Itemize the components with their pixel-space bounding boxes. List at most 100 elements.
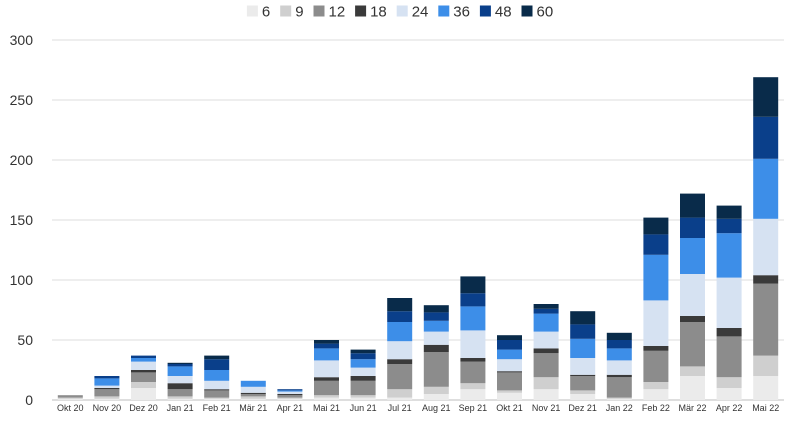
bar-segment-18: [314, 377, 339, 381]
bar-segment-24: [716, 277, 742, 328]
legend-swatch: [438, 5, 450, 17]
y-tick-label: 250: [10, 92, 34, 108]
bar-stack: [606, 332, 632, 400]
bar-segment-9: [753, 355, 779, 376]
bar-segment-9: [94, 396, 120, 399]
bar-stack: [314, 340, 339, 400]
bar-stack: [277, 389, 303, 400]
bar-segment-36: [716, 233, 742, 278]
legend-label: 36: [453, 4, 470, 21]
legend-label: 9: [295, 4, 303, 21]
legend-label: 60: [537, 4, 554, 21]
bar-segment-60: [460, 276, 486, 294]
legend-swatch: [355, 5, 367, 17]
bar-segment-36: [277, 390, 303, 392]
bar-segment-6: [606, 398, 632, 400]
bar-segment-6: [204, 398, 230, 400]
bar-segment-60: [680, 193, 705, 218]
bar-segment-12: [131, 372, 156, 382]
bars: [57, 77, 779, 400]
bar-segment-18: [94, 388, 120, 390]
bar-segment-24: [533, 331, 559, 349]
bar-segment-6: [570, 394, 596, 400]
bar-segment-60: [497, 335, 522, 340]
x-tick-label: Sep 21: [459, 403, 488, 413]
bar-stack: [131, 355, 156, 400]
bar-segment-12: [533, 353, 559, 378]
y-tick-label: 100: [10, 272, 34, 288]
bar-segment-60: [423, 305, 449, 313]
bar-segment-48: [314, 343, 339, 349]
bar-segment-60: [204, 355, 230, 360]
bar-segment-9: [240, 396, 266, 399]
legend-item: 9: [280, 4, 304, 21]
bar-segment-6: [240, 398, 266, 400]
legend-swatch: [521, 5, 533, 17]
bar-stack: [643, 217, 669, 400]
bar-segment-36: [387, 322, 413, 342]
x-tick-label: Jan 21: [167, 403, 194, 413]
bar-segment-6: [753, 376, 779, 400]
bar-segment-18: [204, 389, 230, 391]
bar-segment-9: [131, 382, 156, 388]
bar-segment-18: [277, 394, 303, 396]
bar-segment-36: [643, 254, 669, 301]
y-tick-label: 50: [17, 332, 33, 348]
x-tick-label: Mai 22: [752, 403, 779, 413]
bar-segment-9: [716, 377, 742, 388]
bar-segment-6: [57, 398, 83, 400]
bar-segment-6: [167, 398, 193, 400]
bar-stack: [570, 311, 596, 400]
bar-segment-6: [643, 389, 669, 400]
bar-segment-48: [570, 324, 596, 339]
bar-segment-12: [643, 350, 669, 382]
x-tick-label: Mär 21: [239, 403, 267, 413]
bar-segment-36: [204, 370, 230, 381]
bar-segment-36: [606, 348, 632, 361]
legend-item: 12: [313, 4, 345, 21]
bar-segment-12: [314, 380, 339, 396]
bar-segment-12: [94, 389, 120, 397]
bar-segment-48: [680, 217, 705, 238]
bar-segment-9: [57, 397, 83, 399]
bar-segment-6: [533, 389, 559, 400]
x-tick-label: Okt 20: [57, 403, 84, 413]
bar-segment-12: [716, 336, 742, 378]
bar-segment-48: [277, 389, 303, 391]
bar-segment-48: [533, 308, 559, 314]
bar-segment-12: [606, 377, 632, 398]
bar-segment-18: [167, 383, 193, 390]
legend-item: 24: [396, 4, 429, 21]
bar-segment-12: [240, 394, 266, 397]
bar-segment-9: [167, 396, 193, 399]
bar-segment-9: [423, 386, 449, 394]
bar-segment-24: [680, 274, 705, 316]
bar-segment-24: [204, 380, 230, 390]
bar-segment-24: [277, 391, 303, 394]
bar-segment-24: [570, 358, 596, 375]
bar-segment-18: [533, 348, 559, 354]
bar-segment-18: [423, 344, 449, 352]
bar-segment-48: [606, 340, 632, 349]
bar-segment-6: [497, 392, 522, 400]
bar-segment-60: [716, 205, 742, 219]
legend-label: 24: [412, 4, 429, 21]
bar-segment-9: [533, 377, 559, 390]
bar-segment-36: [753, 158, 779, 219]
bar-segment-6: [716, 388, 742, 400]
bar-segment-6: [94, 398, 120, 400]
bar-segment-36: [423, 320, 449, 332]
x-axis: Okt 20 Nov 20 Dez 20 Jan 21 Feb 21 Mär 21 Apr …: [57, 403, 779, 413]
bar-segment-12: [387, 364, 413, 390]
bar-segment-9: [350, 395, 376, 398]
bar-segment-18: [753, 275, 779, 284]
bar-stack: [753, 77, 779, 400]
legend-item: 60: [521, 4, 554, 21]
bar-stack: [94, 376, 120, 400]
bar-segment-36: [167, 366, 193, 376]
y-tick-label: 0: [25, 392, 33, 408]
x-tick-label: Feb 21: [203, 403, 231, 413]
bar-segment-24: [350, 367, 376, 376]
bar-segment-9: [680, 366, 705, 376]
